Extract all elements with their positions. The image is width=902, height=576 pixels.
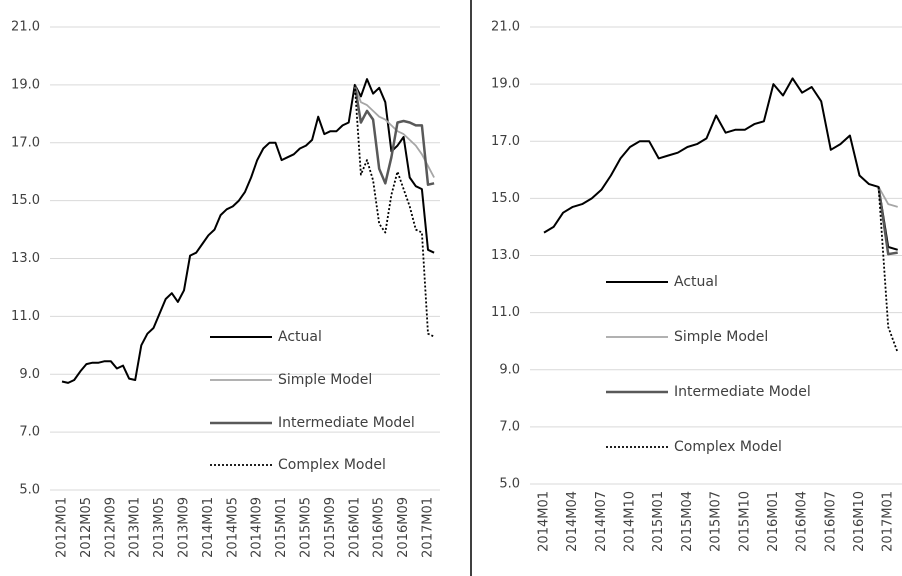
legend-label: Actual <box>278 329 322 345</box>
y-tick-label: 7.0 <box>19 425 40 440</box>
y-tick-label: 5.0 <box>499 477 520 492</box>
x-tick-label: 2016M01 <box>766 491 781 552</box>
x-tick-label: 2016M04 <box>795 491 810 552</box>
x-tick-label: 2012M09 <box>103 497 118 558</box>
legend-label: Complex Model <box>674 439 782 455</box>
y-tick-label: 9.0 <box>499 362 520 377</box>
x-tick-label: 2014M04 <box>565 491 580 552</box>
x-tick-label: 2014M09 <box>250 497 265 558</box>
series-line <box>353 84 435 186</box>
y-tick-label: 13.0 <box>491 248 520 263</box>
x-tick-label: 2014M05 <box>225 497 240 558</box>
x-tick-label: 2017M01 <box>421 497 436 558</box>
y-tick-label: 11.0 <box>11 309 40 324</box>
y-tick-label: 7.0 <box>499 419 520 434</box>
legend-label: Intermediate Model <box>674 384 811 400</box>
x-tick-label: 2015M07 <box>709 491 724 552</box>
legend-label: Simple Model <box>278 372 372 388</box>
x-tick-label: 2016M09 <box>396 497 411 558</box>
y-tick-label: 13.0 <box>11 251 40 266</box>
y-tick-label: 19.0 <box>491 77 520 92</box>
x-tick-label: 2015M01 <box>651 491 666 552</box>
series-line <box>61 78 435 384</box>
series-line <box>543 77 898 251</box>
y-tick-label: 11.0 <box>491 305 520 320</box>
x-tick-label: 2015M01 <box>274 497 289 558</box>
x-tick-label: 2015M04 <box>680 491 695 552</box>
y-tick-label: 15.0 <box>491 191 520 206</box>
x-tick-label: 2015M10 <box>737 491 752 552</box>
y-tick-label: 17.0 <box>11 135 40 150</box>
x-tick-label: 2012M01 <box>55 497 70 558</box>
y-tick-label: 5.0 <box>19 483 40 498</box>
y-tick-label: 17.0 <box>491 134 520 149</box>
x-tick-label: 2014M01 <box>537 491 552 552</box>
legend-label: Simple Model <box>674 329 768 345</box>
x-tick-label: 2016M07 <box>823 491 838 552</box>
x-tick-label: 2015M05 <box>299 497 314 558</box>
series-line <box>353 84 435 338</box>
x-tick-label: 2013M01 <box>128 497 143 558</box>
y-tick-label: 15.0 <box>11 193 40 208</box>
series-line <box>877 186 899 353</box>
x-tick-label: 2014M01 <box>201 497 216 558</box>
y-tick-label: 21.0 <box>11 20 40 35</box>
x-tick-label: 2016M01 <box>347 497 362 558</box>
y-tick-label: 21.0 <box>491 20 520 35</box>
x-tick-label: 2017M01 <box>881 491 896 552</box>
x-tick-label: 2014M07 <box>594 491 609 552</box>
series-line <box>877 186 898 208</box>
x-tick-label: 2013M05 <box>152 497 167 558</box>
x-tick-label: 2016M10 <box>852 491 867 552</box>
series-line <box>877 186 898 256</box>
y-tick-label: 19.0 <box>11 77 40 92</box>
y-tick-label: 9.0 <box>19 367 40 382</box>
x-tick-label: 2013M09 <box>177 497 192 558</box>
x-tick-label: 2016M05 <box>372 497 387 558</box>
x-tick-label: 2015M09 <box>323 497 338 558</box>
x-tick-label: 2014M10 <box>623 491 638 552</box>
legend-label: Intermediate Model <box>278 415 415 431</box>
legend-label: Actual <box>674 274 718 290</box>
x-tick-label: 2012M05 <box>79 497 94 558</box>
legend-label: Complex Model <box>278 457 386 473</box>
series-line <box>353 84 435 178</box>
